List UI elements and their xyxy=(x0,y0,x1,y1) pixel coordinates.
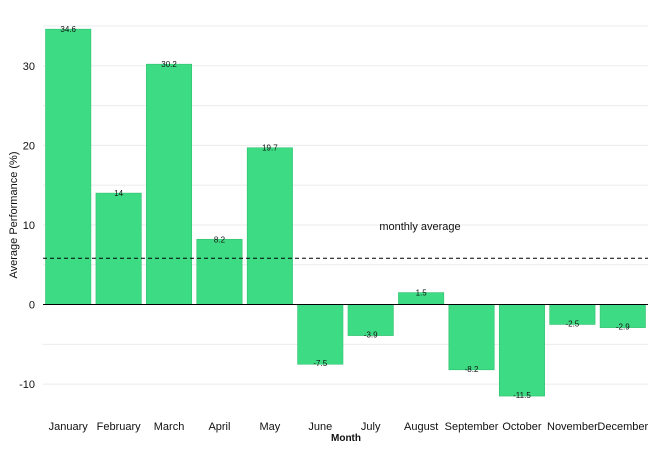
data-label-october: -11.5 xyxy=(513,391,531,400)
x-tick-label: August xyxy=(404,421,438,433)
data-labels: 34.6 14 30.2 8.2 19.7 -7.5 -3.9 1.5 -8.2 -11.5 -2.… xyxy=(60,25,630,400)
data-label-february: 14 xyxy=(114,189,123,198)
y-tick-label: 20 xyxy=(23,140,35,152)
data-label-july: -3.9 xyxy=(364,331,378,340)
y-tick-label: -10 xyxy=(19,379,35,391)
bar-march xyxy=(146,63,193,305)
y-tick-label: 30 xyxy=(23,61,35,73)
x-tick-label: March xyxy=(154,421,185,433)
y-tick-label: 0 xyxy=(29,300,35,312)
reference-line-group: monthly average xyxy=(43,221,648,259)
data-label-november: -2.5 xyxy=(565,319,579,328)
x-tick-label: October xyxy=(502,421,541,433)
y-tick-label: 10 xyxy=(23,220,35,232)
bar-september xyxy=(448,304,495,371)
x-tick-label: September xyxy=(445,421,499,433)
y-axis-ticks: -10 0 10 20 30 xyxy=(19,61,35,391)
data-label-june: -7.5 xyxy=(313,359,327,368)
data-label-september: -8.2 xyxy=(465,365,479,374)
x-tick-label: November xyxy=(547,421,598,433)
bars xyxy=(45,28,646,397)
data-label-march: 30.2 xyxy=(161,60,177,69)
x-tick-label: April xyxy=(208,421,230,433)
bar-april xyxy=(196,238,243,305)
x-tick-label: December xyxy=(597,421,648,433)
x-axis-title: Month xyxy=(331,433,361,444)
x-tick-label: February xyxy=(97,421,142,433)
bar-june xyxy=(297,304,344,365)
monthly-average-label: monthly average xyxy=(379,221,460,233)
data-label-may: 19.7 xyxy=(262,144,278,153)
x-axis-ticks: January February March April May June July Augu… xyxy=(49,421,649,433)
bar-february xyxy=(95,192,142,305)
x-tick-label: May xyxy=(259,421,280,433)
data-label-april: 8.2 xyxy=(214,235,226,244)
bar-january xyxy=(45,28,92,305)
x-tick-label: June xyxy=(308,421,332,433)
x-tick-label: January xyxy=(49,421,89,433)
data-label-december: -2.9 xyxy=(616,323,630,332)
data-label-august: 1.5 xyxy=(416,289,428,298)
bar-october xyxy=(498,304,545,397)
x-tick-label: July xyxy=(361,421,381,433)
y-axis-title: Average Performance (%) xyxy=(8,152,20,279)
bar-may xyxy=(246,147,293,305)
data-label-january: 34.6 xyxy=(60,25,76,34)
